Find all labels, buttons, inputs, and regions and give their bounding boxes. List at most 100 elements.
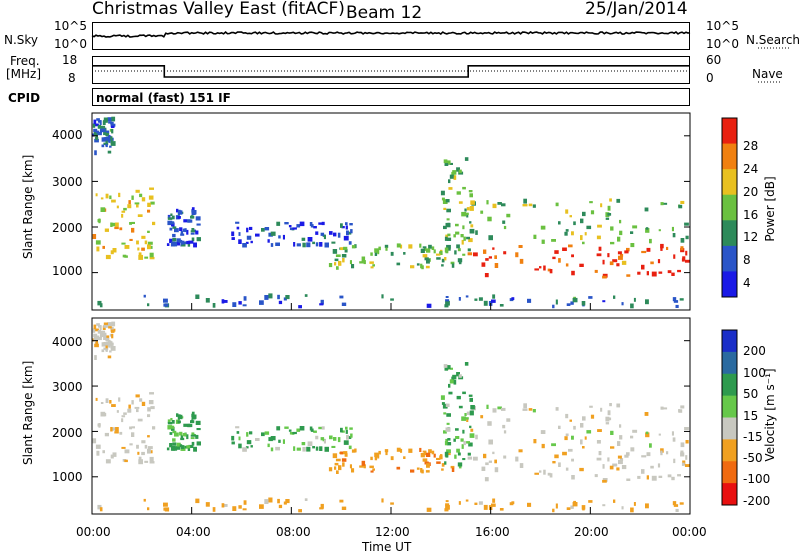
power-cell <box>503 251 507 255</box>
power-cell <box>518 245 523 248</box>
power-cell <box>268 293 273 299</box>
velocity-cell <box>445 438 449 443</box>
velocity-cell <box>110 328 116 332</box>
power-cell <box>187 219 191 223</box>
power-cell <box>149 252 154 258</box>
power-cell <box>313 226 317 229</box>
power-cell <box>425 248 431 253</box>
velocity-cell <box>97 331 103 334</box>
velocity-cell <box>139 398 143 402</box>
power-colorbar-segment <box>722 143 737 170</box>
power-cell <box>345 222 348 226</box>
velocity-cell <box>343 451 348 455</box>
velocity-cell <box>449 367 453 370</box>
power-cell <box>138 252 142 257</box>
power-cell <box>519 258 524 264</box>
velocity-cell <box>445 503 450 506</box>
velocity-cell <box>660 448 664 453</box>
power-cell <box>673 300 679 303</box>
velocity-cell <box>246 440 252 445</box>
velocity-cell <box>619 435 623 440</box>
power-cell <box>321 221 325 226</box>
velocity-cell <box>236 431 240 434</box>
velocity-cell <box>118 397 121 402</box>
velocity-cell <box>522 408 528 411</box>
velocity-cell <box>147 435 150 438</box>
velocity-cell <box>138 456 142 461</box>
power-cell <box>473 252 478 257</box>
velocity-cell <box>685 455 688 460</box>
velocity-cell <box>609 465 614 470</box>
velocity-cell <box>108 326 112 329</box>
power-cell <box>632 225 638 229</box>
power-cell <box>349 223 353 226</box>
velocity-cell <box>235 426 240 429</box>
power-cell <box>481 262 486 267</box>
velocity-cell <box>270 447 274 452</box>
velocity-cell <box>454 454 457 459</box>
velocity-cell <box>275 446 280 451</box>
velocity-cell <box>573 425 576 430</box>
velocity-cell <box>624 454 629 458</box>
velocity-cell <box>100 411 106 417</box>
velocity-cell <box>183 423 187 427</box>
power-cell <box>461 211 467 217</box>
power-cell <box>282 234 285 240</box>
power-cell <box>335 254 341 257</box>
power-cell <box>172 238 177 242</box>
velocity-cell <box>457 452 461 456</box>
velocity-cell <box>484 477 489 482</box>
power-cell <box>436 257 441 260</box>
velocity-cell <box>685 440 689 444</box>
velocity-cell <box>150 406 155 410</box>
velocity-cell <box>278 439 281 443</box>
power-cell <box>552 304 555 309</box>
power-cell <box>445 300 450 306</box>
velocity-cell <box>148 400 154 405</box>
power-cell <box>187 242 191 247</box>
velocity-cell <box>339 499 344 503</box>
power-cell <box>543 265 546 271</box>
velocity-cell <box>473 456 478 461</box>
velocity-ytick-1000: 1000 <box>52 470 83 484</box>
velocity-cell <box>336 470 339 474</box>
velocity-cell <box>469 397 473 402</box>
power-cell <box>558 258 561 263</box>
power-cell <box>610 226 614 231</box>
x-axis-label: Time UT <box>362 540 412 554</box>
velocity-cell <box>581 505 586 510</box>
velocity-ytick-4000: 4000 <box>52 335 83 349</box>
velocity-cell <box>445 427 451 432</box>
velocity-cell <box>95 397 98 401</box>
velocity-cell <box>320 437 325 441</box>
power-cell <box>469 228 475 234</box>
power-cell <box>570 301 574 305</box>
power-cell <box>231 231 235 237</box>
power-cell <box>221 299 225 304</box>
velocity-cell <box>249 431 253 435</box>
velocity-cell <box>296 447 301 451</box>
power-cell <box>123 207 127 211</box>
power-cell <box>501 203 506 207</box>
power-cell <box>276 221 281 226</box>
power-cell <box>620 253 624 257</box>
velocity-cell <box>463 440 466 446</box>
power-cell <box>474 298 478 301</box>
velocity-colorbar-segment <box>722 483 737 506</box>
velocity-cell <box>190 437 195 440</box>
power-cell <box>341 226 345 229</box>
power-cell <box>118 192 121 198</box>
power-cell <box>141 235 146 239</box>
velocity-cell <box>641 469 645 474</box>
power-cell <box>478 297 483 301</box>
power-cell <box>607 253 610 258</box>
power-cell <box>242 304 247 307</box>
velocity-cell <box>672 501 677 506</box>
power-cell <box>616 198 621 203</box>
power-cell <box>539 266 542 269</box>
velocity-cell <box>341 430 345 433</box>
velocity-cell <box>470 428 474 432</box>
velocity-cell <box>613 499 616 503</box>
cpid-value: normal (fast) 151 IF <box>96 91 231 105</box>
velocity-cell <box>462 391 466 395</box>
